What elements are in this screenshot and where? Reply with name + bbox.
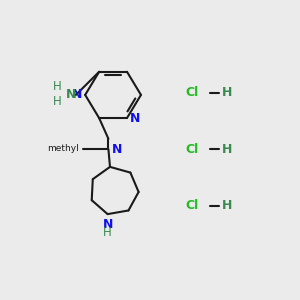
Text: Cl: Cl: [185, 199, 198, 212]
Text: N: N: [72, 88, 82, 101]
Text: H: H: [103, 226, 112, 239]
Text: Cl: Cl: [185, 86, 198, 99]
Text: methyl: methyl: [48, 143, 79, 152]
Text: H: H: [222, 86, 233, 99]
Text: H: H: [222, 199, 233, 212]
Text: N: N: [65, 88, 76, 101]
Text: N: N: [111, 143, 122, 156]
Text: H: H: [53, 95, 62, 108]
Text: N: N: [130, 112, 140, 124]
Text: H: H: [222, 143, 233, 156]
Text: H: H: [53, 80, 62, 93]
Text: N: N: [102, 218, 113, 231]
Text: Cl: Cl: [185, 143, 198, 156]
